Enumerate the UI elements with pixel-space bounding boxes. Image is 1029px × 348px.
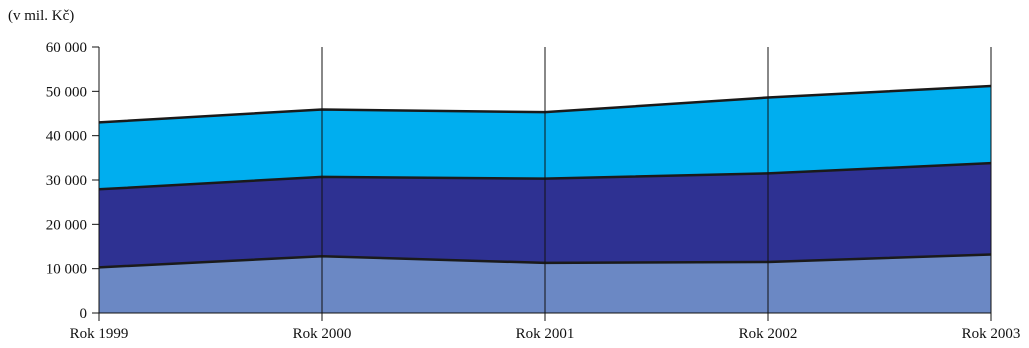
y-tick-label: 40 000 (46, 129, 87, 145)
x-tick-label: Rok 2000 (293, 326, 352, 342)
axes-layer (92, 46, 991, 314)
x-tick-label: Rok 2002 (739, 326, 798, 342)
x-tick-label: Rok 2003 (962, 326, 1021, 342)
x-tick-label: Rok 1999 (70, 326, 129, 342)
y-tick-label: 30 000 (46, 173, 87, 189)
y-tick-labels: 0 10 000 20 000 30 000 40 000 50 000 60 000 (46, 40, 87, 322)
y-tick-label: 0 (80, 306, 88, 322)
unit-label: (v mil. Kč) (8, 8, 74, 24)
x-tick-labels: Rok 1999 Rok 2000 Rok 2001 Rok 2002 Rok 2003 (70, 326, 1021, 342)
y-tick-label: 50 000 (46, 84, 87, 100)
y-tick-label: 10 000 (46, 262, 87, 278)
x-tick-label: Rok 2001 (516, 326, 575, 342)
y-tick-label: 20 000 (46, 217, 87, 233)
y-tick-label: 60 000 (46, 40, 87, 56)
